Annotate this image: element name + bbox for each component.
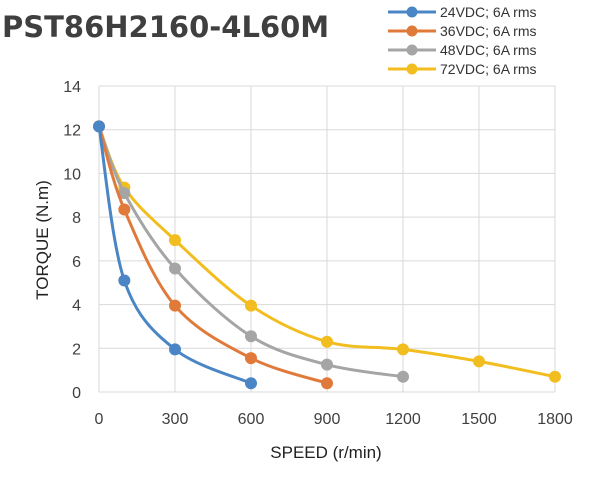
- x-tick-label: 300: [162, 411, 189, 428]
- data-point-24vdc: [118, 274, 131, 287]
- legend-label-48vdc: 48VDC; 6A rms: [440, 42, 536, 58]
- data-point-36vdc: [118, 203, 131, 216]
- legend-marker-36vdc: [406, 25, 418, 37]
- x-tick-label: 1800: [537, 411, 573, 428]
- x-tick-labels: 0 300 600 900 1200 1500 1800: [95, 411, 573, 428]
- data-point-36vdc: [245, 352, 257, 365]
- legend-marker-24vdc: [406, 6, 418, 18]
- data-point-36vdc: [321, 377, 333, 390]
- y-tick-labels: 0 2 4 6 8 10 12 14: [63, 79, 81, 402]
- x-axis-label: SPEED (r/min): [270, 443, 381, 462]
- y-tick-label: 4: [72, 298, 81, 315]
- data-point-72vdc: [169, 234, 181, 247]
- legend-label-24vdc: 24VDC; 6A rms: [440, 4, 536, 20]
- y-tick-label: 8: [72, 210, 81, 227]
- data-point-48vdc: [169, 262, 181, 275]
- y-axis-label: TORQUE (N.m): [33, 180, 52, 300]
- x-tick-label: 1200: [385, 411, 421, 428]
- data-point-72vdc: [245, 299, 257, 312]
- data-point-72vdc: [321, 335, 333, 348]
- data-point-48vdc: [321, 358, 333, 371]
- series-line-72vdc: [97, 124, 557, 379]
- data-point-72vdc: [397, 343, 409, 356]
- x-tick-label: 600: [238, 411, 265, 428]
- y-tick-label: 14: [63, 79, 81, 96]
- legend: 24VDC; 6A rms 36VDC; 6A rms 48VDC; 6A rms 7…: [388, 4, 536, 77]
- y-tick-label: 2: [72, 341, 81, 358]
- y-tick-label: 0: [72, 385, 81, 402]
- series-line-24vdc: [97, 124, 253, 385]
- data-point-72vdc: [473, 355, 485, 368]
- y-tick-label: 6: [72, 254, 81, 271]
- data-point-48vdc: [118, 187, 131, 200]
- legend-marker-48vdc: [406, 44, 418, 56]
- chart-title: PST86H2160-4L60M: [2, 10, 329, 44]
- y-tick-label: 10: [63, 166, 81, 183]
- y-tick-label: 12: [63, 123, 81, 140]
- data-point-24vdc: [93, 120, 105, 133]
- x-tick-label: 1500: [461, 411, 497, 428]
- x-tick-label: 900: [314, 411, 341, 428]
- data-point-24vdc: [169, 343, 181, 356]
- legend-label-72vdc: 72VDC; 6A rms: [440, 61, 536, 77]
- data-point-36vdc: [169, 299, 181, 312]
- data-point-24vdc: [245, 377, 257, 390]
- plot-grid: [98, 85, 556, 393]
- series-lines: [93, 120, 561, 390]
- series-line-36vdc: [97, 124, 329, 385]
- legend-label-36vdc: 36VDC; 6A rms: [440, 23, 536, 39]
- x-tick-label: 0: [95, 411, 104, 428]
- data-point-72vdc: [549, 370, 561, 383]
- data-point-48vdc: [397, 370, 409, 383]
- legend-marker-72vdc: [406, 63, 418, 75]
- data-point-48vdc: [245, 330, 257, 343]
